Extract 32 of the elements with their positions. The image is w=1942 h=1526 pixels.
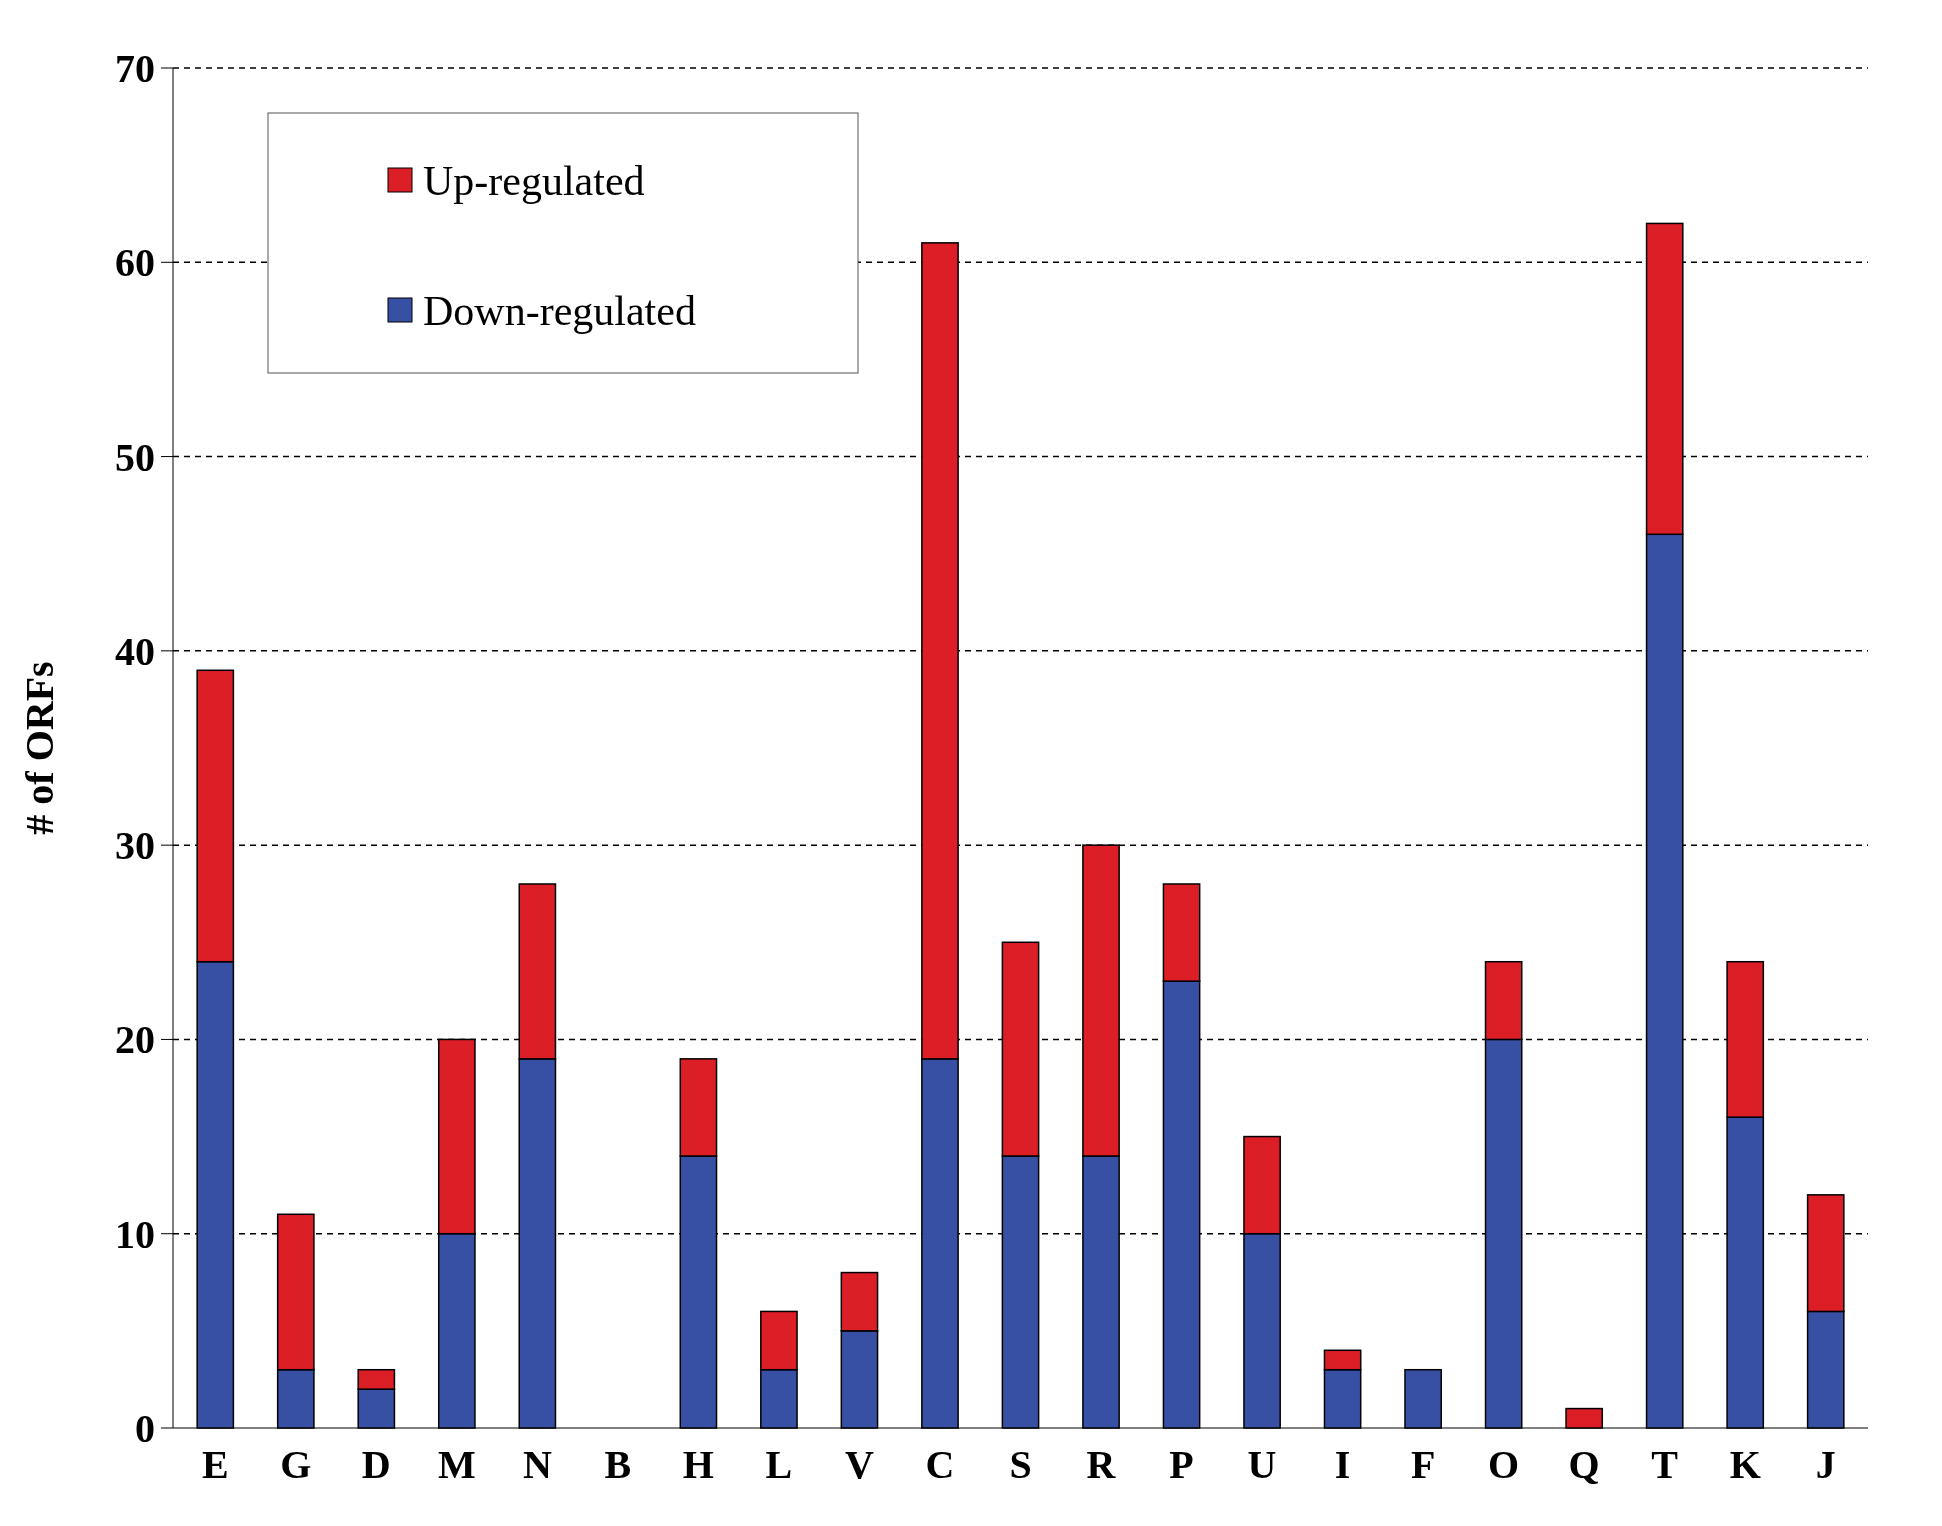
x-tick-label: T	[1651, 1442, 1679, 1487]
y-tick-label: 10	[115, 1211, 155, 1257]
x-tick-label: I	[1334, 1442, 1351, 1487]
y-tick-label: 40	[115, 628, 155, 674]
legend-label: Down-regulated	[423, 287, 696, 334]
y-tick-label: 30	[115, 823, 155, 869]
x-tick-label: B	[604, 1442, 632, 1487]
y-tick-label: 0	[135, 1406, 155, 1451]
x-tick-label: E	[201, 1442, 229, 1487]
x-tick-label: G	[280, 1442, 312, 1487]
x-tick-label: J	[1815, 1442, 1836, 1487]
x-tick-label: D	[361, 1442, 391, 1487]
y-tick-label: 20	[115, 1017, 155, 1063]
x-tick-label: R	[1086, 1442, 1117, 1487]
x-tick-label: M	[437, 1442, 476, 1487]
y-axis-title: # of ORFs	[17, 661, 62, 835]
x-tick-label: K	[1729, 1442, 1761, 1487]
x-tick-label: Q	[1568, 1442, 1600, 1487]
y-tick-label: 60	[115, 240, 155, 286]
y-tick-label: 50	[115, 434, 155, 480]
x-tick-label: L	[765, 1442, 793, 1487]
x-tick-label: V	[845, 1442, 875, 1487]
x-tick-label: U	[1247, 1442, 1277, 1487]
x-tick-label: O	[1488, 1442, 1520, 1487]
y-tick-label: 70	[115, 46, 155, 91]
x-tick-label: S	[1009, 1442, 1032, 1487]
x-tick-label: C	[925, 1442, 955, 1487]
x-tick-label: N	[522, 1442, 552, 1487]
x-tick-label: F	[1410, 1442, 1436, 1487]
x-tick-label: H	[682, 1442, 714, 1487]
x-tick-label: P	[1169, 1442, 1194, 1487]
legend-label: Up-regulated	[423, 157, 645, 204]
